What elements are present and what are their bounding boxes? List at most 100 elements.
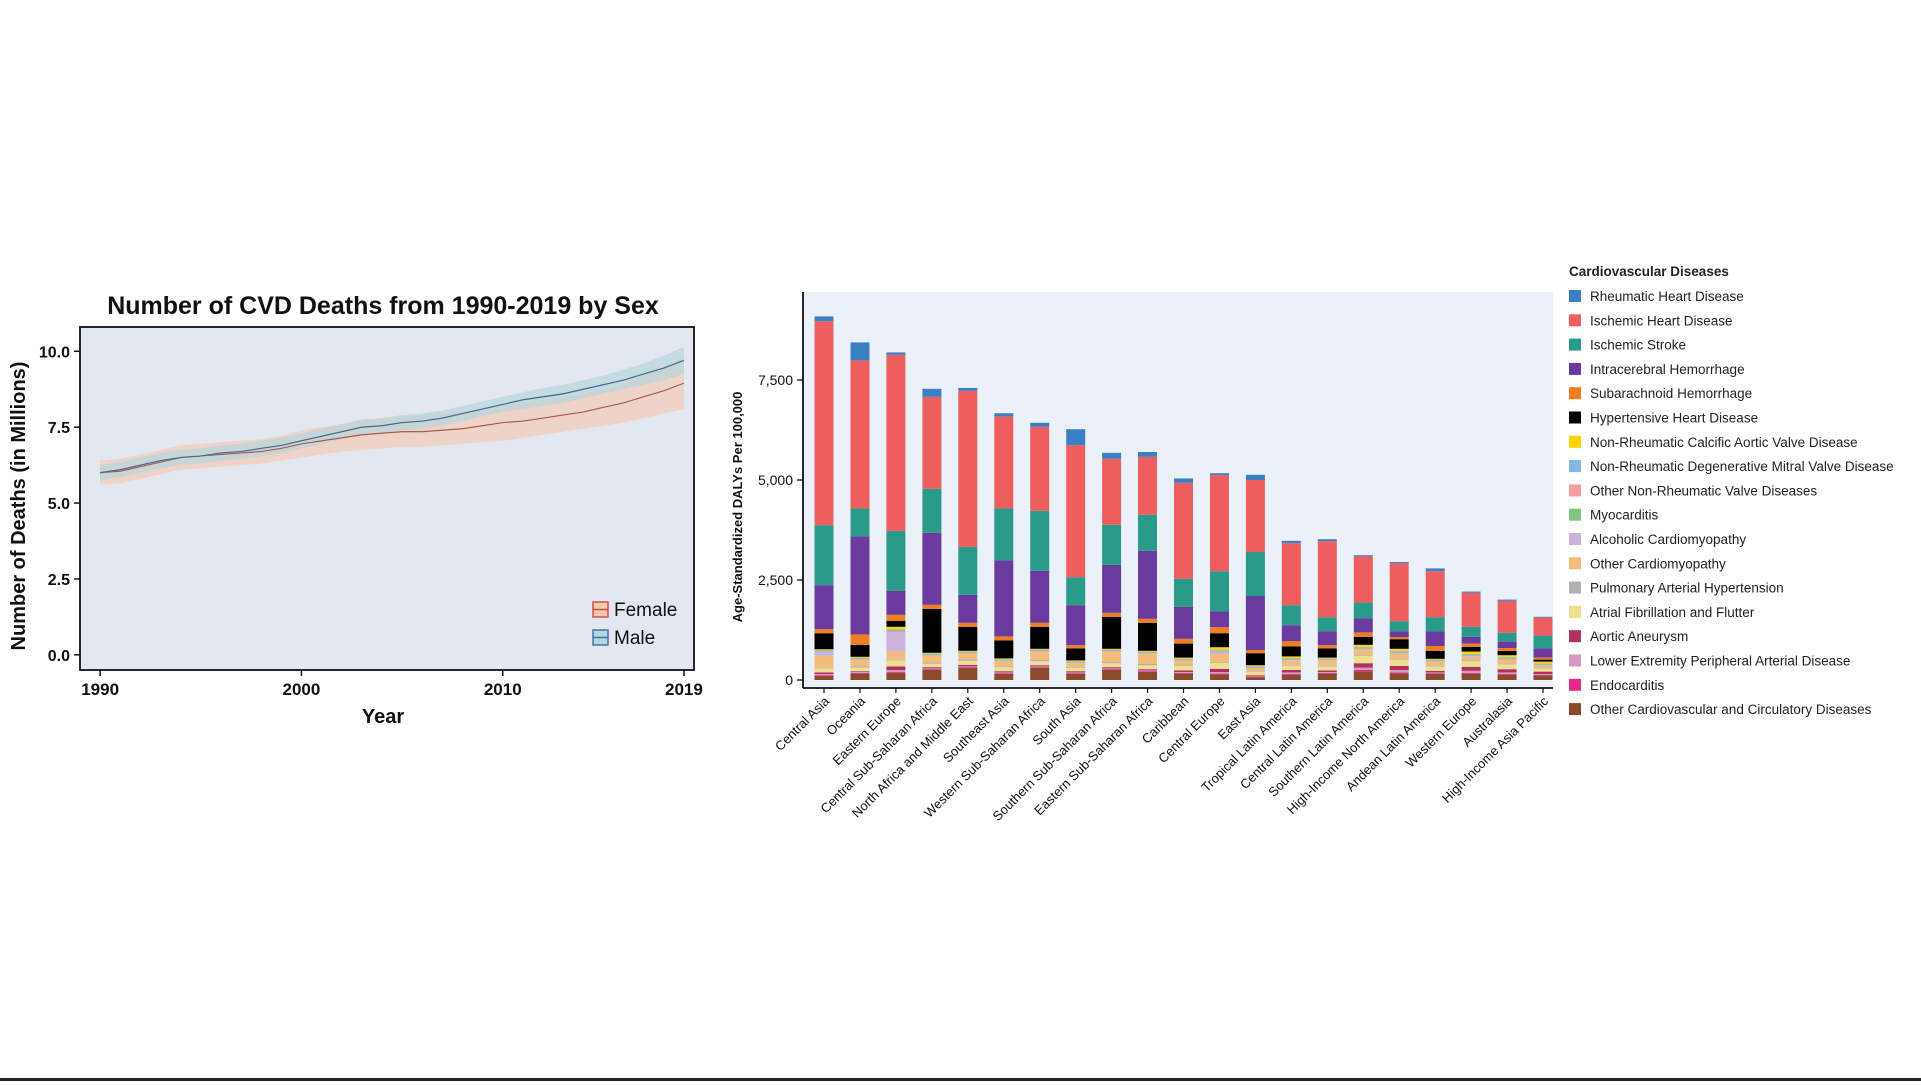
legend-swatch-non-rheumatic-degenerative-mitral-valve-disease <box>1569 460 1581 473</box>
segment-subarachnoid-hemorrhage <box>994 636 1014 641</box>
legend-swatch-rheumatic-heart-disease <box>1569 290 1581 302</box>
segment-rheumatic-heart-disease <box>1138 452 1157 457</box>
segment-endocarditis <box>1497 674 1517 675</box>
line-core-male <box>100 360 685 474</box>
segment-ischemic-heart-disease <box>886 354 906 531</box>
segment-other-non-rheumatic-valve-diseases <box>1066 661 1086 663</box>
segment-intracerebral-hemorrhage <box>814 585 834 630</box>
segment-rheumatic-heart-disease <box>1174 478 1193 483</box>
segment-aortic-aneurysm <box>1353 663 1373 668</box>
segment-other-cardiovascular-and-circulatory-diseases <box>1281 674 1301 680</box>
segment-other-cardiovascular-and-circulatory-diseases <box>1138 672 1157 680</box>
segment-myocarditis <box>994 660 1014 661</box>
segment-subarachnoid-hemorrhage <box>1461 643 1481 647</box>
segment-myocarditis <box>1497 658 1517 660</box>
y-tick-label: 2,500 <box>758 572 793 588</box>
segment-lower-extremity-peripheral-arterial-disease <box>1138 670 1157 672</box>
segment-alcoholic-cardiomyopathy <box>1066 662 1086 664</box>
segment-subarachnoid-hemorrhage <box>1497 648 1517 651</box>
segment-hypertensive-heart-disease <box>958 626 978 651</box>
segment-rheumatic-heart-disease <box>1389 562 1409 564</box>
segment-other-non-rheumatic-valve-diseases <box>1461 654 1481 656</box>
segment-alcoholic-cardiomyopathy <box>1245 667 1265 669</box>
segment-non-rheumatic-calcific-aortic-valve-disease <box>1030 648 1050 650</box>
segment-subarachnoid-hemorrhage <box>850 634 870 645</box>
segment-pulmonary-arterial-hypertension <box>1245 670 1265 672</box>
segment-aortic-aneurysm <box>922 667 942 669</box>
segment-hypertensive-heart-disease <box>1138 622 1157 651</box>
segment-endocarditis <box>1066 673 1086 674</box>
bar-tropical-latin-america <box>1281 540 1301 680</box>
bar-north-africa-and-middle-east <box>958 388 978 680</box>
segment-pulmonary-arterial-hypertension <box>886 659 906 661</box>
y-tick-label: 0.0 <box>48 648 70 665</box>
segment-non-rheumatic-calcific-aortic-valve-disease <box>886 626 906 630</box>
segment-subarachnoid-hemorrhage <box>1533 657 1553 660</box>
legend-label-aortic-aneurysm: Aortic Aneurysm <box>1590 629 1688 644</box>
segment-aortic-aneurysm <box>1102 667 1122 669</box>
segment-myocarditis <box>1102 650 1122 652</box>
segment-endocarditis <box>1281 674 1301 675</box>
segment-subarachnoid-hemorrhage <box>1138 618 1157 623</box>
segment-rheumatic-heart-disease <box>1497 599 1517 601</box>
segment-myocarditis <box>1533 664 1553 665</box>
segment-other-cardiomyopathy <box>1245 668 1265 671</box>
legend-label-non-rheumatic-degenerative-mitral-valve-disease: Non-Rheumatic Degenerative Mitral Valve … <box>1590 459 1894 474</box>
segment-lower-extremity-peripheral-arterial-disease <box>1210 672 1229 674</box>
segment-non-rheumatic-calcific-aortic-valve-disease <box>1066 660 1086 662</box>
segment-intracerebral-hemorrhage <box>1138 550 1157 619</box>
segment-non-rheumatic-calcific-aortic-valve-disease <box>1317 657 1337 659</box>
segment-atrial-fibrillation-and-flutter <box>994 667 1014 672</box>
segment-lower-extremity-peripheral-arterial-disease <box>1281 672 1301 674</box>
segment-other-non-rheumatic-valve-diseases <box>1281 658 1301 659</box>
segment-alcoholic-cardiomyopathy <box>814 651 834 656</box>
segment-intracerebral-hemorrhage <box>922 532 942 605</box>
segment-other-cardiovascular-and-circulatory-diseases <box>1425 674 1445 680</box>
segment-non-rheumatic-degenerative-mitral-valve-disease <box>886 629 906 630</box>
segment-myocarditis <box>850 658 870 660</box>
segment-intracerebral-hemorrhage <box>1030 570 1050 623</box>
segment-aortic-aneurysm <box>1389 666 1409 670</box>
segment-other-non-rheumatic-valve-diseases <box>1245 666 1265 667</box>
segment-lower-extremity-peripheral-arterial-disease <box>886 670 906 672</box>
segment-other-cardiovascular-and-circulatory-diseases <box>1461 673 1481 680</box>
segment-hypertensive-heart-disease <box>1102 616 1122 649</box>
segment-intracerebral-hemorrhage <box>850 536 870 635</box>
segment-non-rheumatic-calcific-aortic-valve-disease <box>994 658 1014 660</box>
segment-endocarditis <box>1210 673 1229 675</box>
segment-other-non-rheumatic-valve-diseases <box>886 630 906 631</box>
legend-swatch-other-cardiovascular-and-circulatory-diseases <box>1569 703 1581 716</box>
x-axis-label: Year <box>362 706 404 728</box>
segment-other-cardiomyopathy <box>1497 660 1517 664</box>
segment-other-non-rheumatic-valve-diseases <box>1353 647 1373 649</box>
segment-other-non-rheumatic-valve-diseases <box>814 650 834 651</box>
segment-non-rheumatic-degenerative-mitral-valve-disease <box>1353 646 1373 648</box>
segment-other-non-rheumatic-valve-diseases <box>922 654 942 655</box>
segment-lower-extremity-peripheral-arterial-disease <box>1533 674 1553 675</box>
segment-hypertensive-heart-disease <box>1425 650 1445 659</box>
segment-aortic-aneurysm <box>1030 665 1050 667</box>
segment-non-rheumatic-calcific-aortic-valve-disease <box>850 656 870 658</box>
segment-ischemic-heart-disease <box>1210 475 1229 572</box>
segment-endocarditis <box>1533 674 1553 676</box>
segment-myocarditis <box>1210 650 1229 652</box>
segment-intracerebral-hemorrhage <box>958 594 978 623</box>
y-tick-label: 5,000 <box>758 472 793 488</box>
segment-alcoholic-cardiomyopathy <box>886 631 906 652</box>
segment-intracerebral-hemorrhage <box>886 590 906 615</box>
segment-hypertensive-heart-disease <box>1174 643 1193 658</box>
segment-other-cardiovascular-and-circulatory-diseases <box>958 668 978 680</box>
legend-swatch-hypertensive-heart-disease <box>1569 411 1581 424</box>
segment-rheumatic-heart-disease <box>1066 429 1086 446</box>
segment-hypertensive-heart-disease <box>922 608 942 653</box>
segment-subarachnoid-hemorrhage <box>1245 650 1265 654</box>
bar-high-income-north-america <box>1389 562 1409 680</box>
segment-endocarditis <box>1461 672 1481 674</box>
legend: Rheumatic Heart Disease Ischemic Heart Di… <box>1569 289 1894 717</box>
segment-other-cardiovascular-and-circulatory-diseases <box>1030 668 1050 680</box>
legend-label-intracerebral-hemorrhage: Intracerebral Hemorrhage <box>1590 362 1745 377</box>
segment-endocarditis <box>1245 676 1265 678</box>
segment-pulmonary-arterial-hypertension <box>814 667 834 669</box>
segment-intracerebral-hemorrhage <box>1389 631 1409 638</box>
